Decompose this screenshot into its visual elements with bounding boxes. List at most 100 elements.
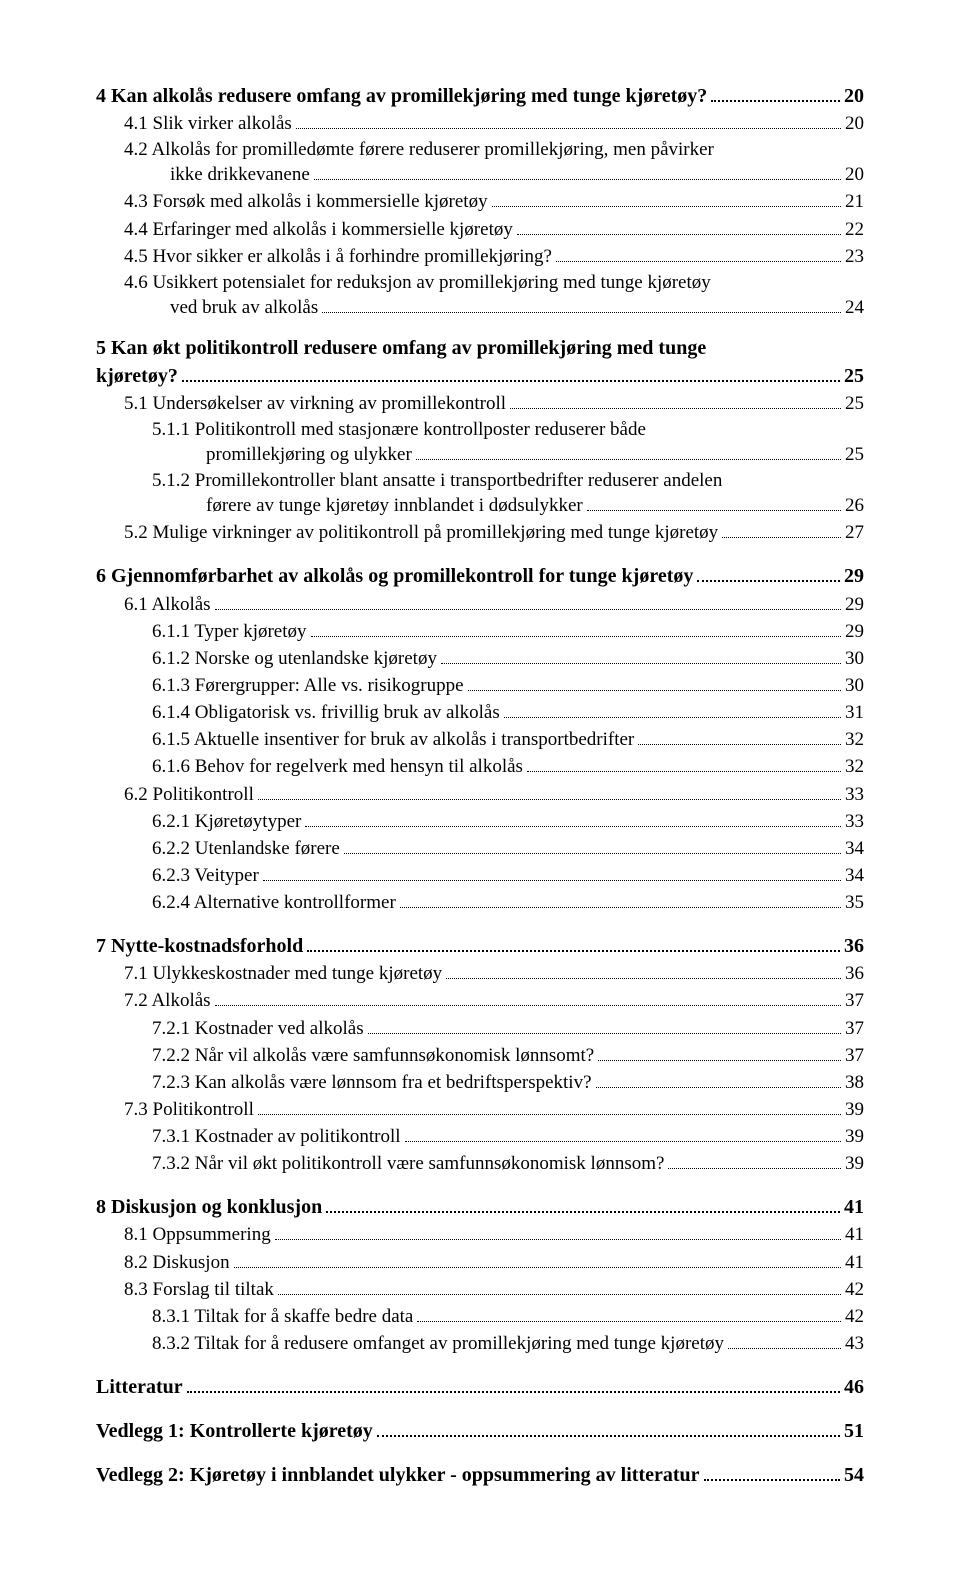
toc-page: 20 [844, 85, 864, 108]
toc-page: 37 [845, 990, 864, 1012]
toc-entry: 5.1.2 Promillekontroller blant ansatte i… [96, 470, 864, 492]
toc-label: 4.5 Hvor sikker er alkolås i å forhindre… [124, 246, 552, 268]
toc-entry: 7 Nytte-kostnadsforhold36 [96, 932, 864, 958]
toc-label: 7.3.1 Kostnader av politikontroll [152, 1126, 401, 1148]
toc-entry: 7.2 Alkolås 37 [96, 989, 864, 1012]
toc-entry: 4.4 Erfaringer med alkolås i kommersiell… [96, 217, 864, 240]
toc-leader [405, 1125, 841, 1142]
toc-label: 4.1 Slik virker alkolås [124, 113, 292, 135]
toc-label: 5.2 Mulige virkninger av politikontroll … [124, 522, 718, 544]
toc-entry: 6.1.4 Obligatorisk vs. frivillig bruk av… [96, 701, 864, 724]
toc-label: 7.2.2 Når vil alkolås være samfunnsøkono… [152, 1045, 594, 1067]
toc-leader [598, 1044, 841, 1061]
toc-label: 6.1.6 Behov for regelverk med hensyn til… [152, 756, 523, 778]
toc-label: 4 Kan alkolås redusere omfang av promill… [96, 85, 707, 108]
toc-label: 8.1 Oppsummering [124, 1224, 271, 1246]
toc-leader [187, 1373, 840, 1393]
toc-label: 6.1.2 Norske og utenlandske kjøretøy [152, 648, 437, 670]
toc-entry: 4.3 Forsøk med alkolås i kommersielle kj… [96, 190, 864, 213]
toc-leader [638, 728, 841, 745]
toc-page: 25 [845, 444, 864, 466]
toc-leader [728, 1332, 841, 1349]
toc-leader [711, 82, 840, 102]
toc-label: 6.2 Politikontroll [124, 784, 254, 806]
toc-label: 6.1 Alkolås [124, 594, 211, 616]
toc-entry: 6.2 Politikontroll 33 [96, 782, 864, 805]
toc-entry: 6.2.4 Alternative kontrollformer 35 [96, 891, 864, 914]
toc-page: 24 [845, 297, 864, 319]
toc-leader [697, 562, 840, 582]
toc-entry: 7.1 Ulykkeskostnader med tunge kjøretøy3… [96, 962, 864, 985]
toc-page: 32 [845, 729, 864, 751]
toc-leader [322, 296, 841, 313]
toc-entry: 4.1 Slik virker alkolås20 [96, 112, 864, 135]
toc-entry: 5.2 Mulige virkninger av politikontroll … [96, 521, 864, 544]
toc-leader [416, 443, 841, 460]
toc-leader [258, 782, 841, 799]
toc-label: Litteratur [96, 1376, 183, 1399]
toc-leader [307, 932, 840, 952]
toc-label: 8.3 Forslag til tiltak [124, 1279, 274, 1301]
toc-page: 34 [845, 838, 864, 860]
toc-page: 32 [845, 756, 864, 778]
toc-page: 36 [844, 935, 864, 958]
toc-page: 33 [845, 784, 864, 806]
toc-entry-cont: ikke drikkevanene20 [96, 163, 864, 186]
toc-leader [182, 362, 840, 382]
toc-label: 6 Gjennomførbarhet av alkolås og promill… [96, 565, 693, 588]
toc-label: 5.1.1 Politikontroll med stasjonære kont… [152, 419, 646, 441]
toc-label: 8 Diskusjon og konklusjon [96, 1196, 322, 1219]
toc-leader [263, 864, 841, 881]
toc-label: 7.2 Alkolås [124, 990, 211, 1012]
toc-label: 5.1 Undersøkelser av virkning av promill… [124, 393, 506, 415]
toc-entry: Litteratur46 [96, 1373, 864, 1399]
toc-leader [668, 1152, 841, 1169]
toc-entry: 4.6 Usikkert potensialet for reduksjon a… [96, 272, 864, 294]
toc-entry: 6.1 Alkolås 29 [96, 592, 864, 615]
toc-leader [704, 1461, 840, 1481]
toc-page: 4 Kan alkolås redusere omfang av promill… [0, 0, 960, 1551]
toc-leader [510, 392, 841, 409]
toc-page: 30 [845, 648, 864, 670]
toc-page: 42 [845, 1306, 864, 1328]
toc-entry: 6.1.5 Aktuelle insentiver for bruk av al… [96, 728, 864, 751]
toc-entry-cont: førere av tunge kjøretøy innblandet i dø… [96, 494, 864, 517]
toc-leader [258, 1098, 841, 1115]
toc-entry: 6.2.2 Utenlandske førere 34 [96, 837, 864, 860]
toc-page: 34 [845, 865, 864, 887]
toc-entry: 7.3.1 Kostnader av politikontroll 39 [96, 1125, 864, 1148]
toc-label: 8.2 Diskusjon [124, 1252, 230, 1274]
toc-page: 20 [845, 164, 864, 186]
toc-label-cont: promillekjøring og ulykker [206, 444, 412, 466]
toc-entry: 4.5 Hvor sikker er alkolås i å forhindre… [96, 245, 864, 268]
toc-page: 29 [845, 594, 864, 616]
toc-entry: 6.2.1 Kjøretøytyper33 [96, 810, 864, 833]
toc-entry: 5 Kan økt politikontroll redusere omfang… [96, 337, 864, 360]
toc-leader [278, 1278, 841, 1295]
toc-page: 39 [845, 1126, 864, 1148]
toc-page: 31 [845, 702, 864, 724]
toc-page: 36 [845, 963, 864, 985]
toc-entry: 4.2 Alkolås for promilledømte førere red… [96, 139, 864, 161]
toc-entry: 8.3.1 Tiltak for å skaffe bedre data42 [96, 1305, 864, 1328]
toc-leader [215, 592, 841, 609]
toc-entry: 6.2.3 Veityper34 [96, 864, 864, 887]
toc-leader [296, 112, 841, 129]
toc-page: 39 [845, 1153, 864, 1175]
toc-page: 35 [845, 892, 864, 914]
toc-label: 6.2.4 Alternative kontrollformer [152, 892, 396, 914]
toc-label: 6.1.4 Obligatorisk vs. frivillig bruk av… [152, 702, 500, 724]
toc-entry: 8.3 Forslag til tiltak42 [96, 1278, 864, 1301]
toc-entry: 7.2.1 Kostnader ved alkolås37 [96, 1016, 864, 1039]
toc-entry: 6.1.2 Norske og utenlandske kjøretøy 30 [96, 647, 864, 670]
toc-leader [587, 494, 841, 511]
toc-label: 8.3.2 Tiltak for å redusere omfanget av … [152, 1333, 724, 1355]
toc-page: 41 [844, 1196, 864, 1219]
toc-page: 51 [844, 1420, 864, 1443]
toc-page: 38 [845, 1072, 864, 1094]
toc-leader [596, 1071, 841, 1088]
toc-page: 27 [845, 522, 864, 544]
toc-label: 6.2.2 Utenlandske førere [152, 838, 340, 860]
toc-label: Vedlegg 2: Kjøretøy i innblandet ulykker… [96, 1464, 700, 1487]
toc-entry: 7.3.2 Når vil økt politikontroll være sa… [96, 1152, 864, 1175]
